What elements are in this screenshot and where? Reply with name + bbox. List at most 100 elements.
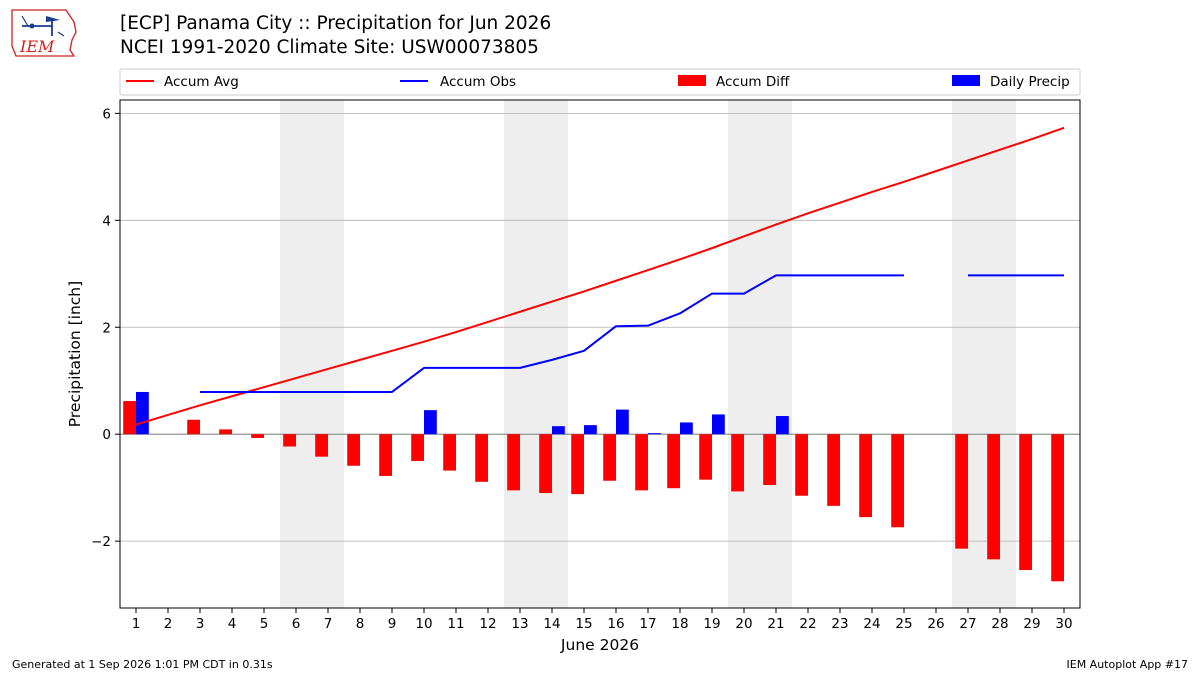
accum-diff-bar-day-14 [539,434,552,494]
legend-label-accum-obs: Accum Obs [440,74,516,90]
x-tick-label-21: 21 [767,616,784,632]
daily-precip-bar-day-16 [616,409,629,435]
daily-precip-bar-day-1 [136,391,149,435]
x-tick-label-19: 19 [703,616,720,632]
legend: Accum Avg Accum Obs Accum Diff Daily Pre… [119,68,1081,96]
grid-lines [120,112,1080,542]
x-tick-label-24: 24 [863,616,880,632]
title-line-1: [ECP] Panama City :: Precipitation for J… [120,13,552,34]
title-line-2: NCEI 1991-2020 Climate Site: USW00073805 [120,37,539,58]
footer-generated: Generated at 1 Sep 2026 1:01 PM CDT in 0… [12,658,273,671]
accum-diff-bar-day-17 [635,434,648,491]
accum-diff-bar-day-5 [251,434,264,438]
accum-diff-bar-day-9 [379,434,392,476]
y-tick-label-4: 6 [102,106,111,122]
daily-precip-bar-day-18 [680,422,693,435]
x-tick-label-13: 13 [511,616,528,632]
x-tick-label-12: 12 [479,616,496,632]
x-tick-label-30: 30 [1055,616,1072,632]
accum-diff-bar-day-18 [667,434,680,489]
accum-avg-line-segment-0 [135,126,1065,426]
legend-frame [119,68,1081,96]
x-axis-ticks: 1 2 3 4 5 6 7 8 9 10 11 12 13 14 15 16 17 18 19 20 21 22 23 24 2… [132,608,1073,632]
x-tick-label-6: 6 [292,616,301,632]
accum-diff-bar-day-10 [411,434,424,461]
daily-precip-bar-day-14 [552,426,565,435]
daily-precip-bar-day-19 [712,414,725,435]
accum-diff-bar-day-4 [219,429,232,435]
x-tick-label-9: 9 [388,616,397,632]
footer-app: IEM Autoplot App #17 [1066,658,1189,671]
x-axis-label: June 2026 [560,636,639,654]
accum-diff-bar-day-3 [187,419,200,435]
x-tick-label-28: 28 [991,616,1008,632]
x-tick-label-17: 17 [639,616,656,632]
daily-precip-bar-day-10 [424,410,437,435]
x-tick-label-26: 26 [927,616,944,632]
daily-precip-bar-day-17 [648,433,661,435]
iem-iowa-logo-icon [11,9,77,57]
x-tick-label-7: 7 [324,616,333,632]
accum-diff-bar-day-1 [123,401,136,435]
lines [135,126,1065,426]
y-tick-label-1: 0 [102,427,111,443]
weekend-shading [280,100,1016,608]
iem-logo-text: IEM [19,37,55,56]
chart-title: [ECP] Panama City :: Precipitation for J… [120,12,551,60]
y-axis-label: Precipitation [inch] [66,281,84,427]
accum-diff-bar-day-12 [475,434,488,482]
legend-label-daily-precip: Daily Precip [990,74,1070,90]
x-tick-label-18: 18 [671,616,688,632]
legend-label-accum-avg: Accum Avg [164,74,239,90]
accum-diff-bar-day-6 [283,434,296,447]
accum-diff-bar-day-21 [763,434,776,486]
accum-diff-bar-day-22 [795,434,808,496]
legend-label-accum-diff: Accum Diff [716,74,790,90]
x-tick-label-20: 20 [735,616,752,632]
x-tick-label-23: 23 [831,616,848,632]
x-tick-label-27: 27 [959,616,976,632]
y-tick-label-0: −2 [91,534,111,550]
accum-diff-bar-day-16 [603,434,616,481]
plot-frame [119,99,1081,609]
accum-diff-bar-day-19 [699,434,712,480]
x-tick-label-10: 10 [415,616,432,632]
bars [123,391,1064,582]
x-tick-label-11: 11 [447,616,464,632]
accum-diff-bar-day-25 [891,434,904,528]
weekend-band-1 [504,100,568,608]
accum-diff-bar-day-23 [827,434,840,506]
x-tick-label-4: 4 [228,616,237,632]
accum-obs-line-segment-0 [200,274,904,393]
x-tick-label-2: 2 [164,616,173,632]
x-tick-label-15: 15 [575,616,592,632]
daily-precip-bar-day-21 [776,416,789,435]
legend-swatch-daily-precip [952,75,980,86]
accum-diff-bar-day-28 [987,434,1000,560]
x-tick-label-16: 16 [607,616,624,632]
x-tick-label-5: 5 [260,616,269,632]
accum-diff-bar-day-30 [1051,434,1064,582]
x-tick-label-8: 8 [356,616,365,632]
x-tick-label-1: 1 [132,616,141,632]
x-tick-label-14: 14 [543,616,560,632]
y-axis-ticks: −2 0 2 4 6 [91,106,120,550]
accum-diff-bar-day-24 [859,434,872,518]
y-tick-label-3: 4 [102,213,111,229]
x-tick-label-3: 3 [196,616,205,632]
weekend-band-2 [728,100,792,608]
weekend-band-0 [280,100,344,608]
accum-diff-bar-day-27 [955,434,968,549]
x-tick-label-22: 22 [799,616,816,632]
accum-diff-bar-day-8 [347,434,360,466]
daily-precip-bar-day-15 [584,425,597,435]
legend-swatch-accum-diff [678,75,706,86]
accum-diff-bar-day-20 [731,434,744,492]
accum-diff-bar-day-11 [443,434,456,471]
accum-diff-bar-day-7 [315,434,328,457]
x-tick-label-29: 29 [1023,616,1040,632]
accum-diff-bar-day-15 [571,434,584,495]
accum-diff-bar-day-29 [1019,434,1032,571]
x-tick-label-25: 25 [895,616,912,632]
